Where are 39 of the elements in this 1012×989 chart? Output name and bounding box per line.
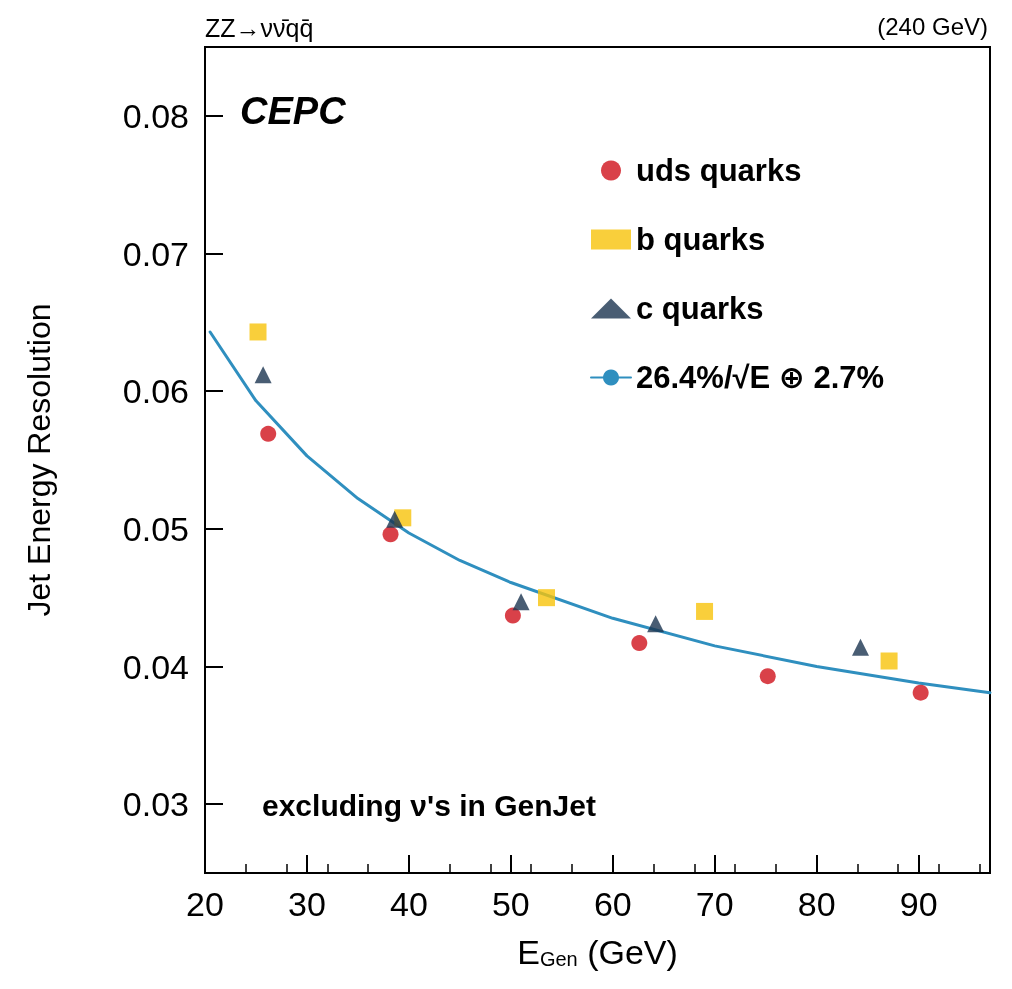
legend-label: b quarks — [636, 222, 766, 257]
x-axis-title: EGen (GeV) — [517, 933, 678, 971]
point — [538, 589, 556, 607]
x-tick-label: 40 — [389, 885, 428, 923]
x-tick-label: 50 — [491, 885, 530, 923]
annotation: excluding ν's in GenJet — [262, 788, 596, 822]
chart-title: ZZ→νν̄qq̄ — [205, 13, 314, 42]
annotation: CEPC — [240, 90, 347, 132]
y-tick-label: 0.06 — [122, 372, 189, 411]
y-tick-label: 0.03 — [122, 785, 189, 824]
legend-label: 26.4%/√E ⊕ 2.7% — [636, 360, 885, 395]
point — [386, 510, 404, 528]
x-tick-label: 20 — [186, 885, 224, 923]
point — [254, 366, 272, 384]
legend-label: c quarks — [636, 291, 764, 326]
point — [382, 526, 399, 543]
y-tick-label: 0.07 — [122, 234, 189, 273]
x-tick-label: 70 — [695, 885, 734, 923]
y-tick-label: 0.04 — [122, 647, 189, 686]
point — [696, 602, 714, 620]
x-tick-label: 80 — [797, 885, 836, 923]
point — [852, 638, 870, 656]
legend-label: uds quarks — [636, 153, 802, 188]
text: (240 GeV) — [877, 12, 988, 40]
point — [647, 615, 665, 633]
point — [249, 323, 267, 341]
point — [631, 635, 648, 652]
y-tick-label: 0.08 — [122, 96, 189, 135]
point — [512, 593, 530, 611]
point — [260, 425, 277, 442]
x-tick-label: 90 — [899, 885, 938, 923]
point — [880, 652, 898, 670]
point — [504, 607, 521, 624]
y-axis-title: Jet Energy Resolution — [21, 303, 57, 617]
y-tick-label: 0.05 — [122, 509, 189, 548]
point — [759, 668, 776, 685]
point — [912, 684, 929, 701]
x-tick-label: 30 — [288, 885, 326, 923]
x-tick-label: 60 — [593, 885, 632, 923]
